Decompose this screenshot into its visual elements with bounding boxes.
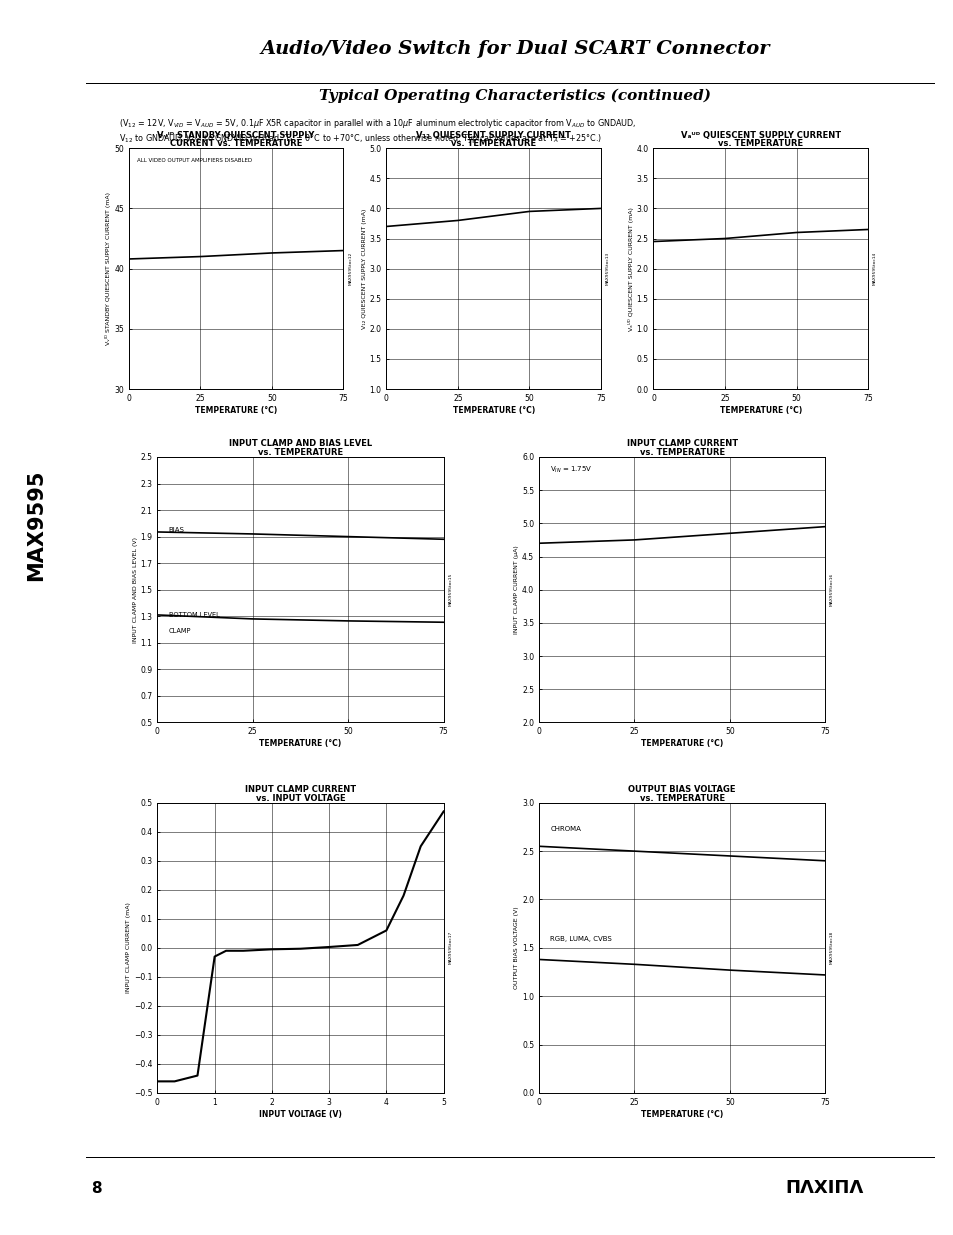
X-axis label: INPUT VOLTAGE (V): INPUT VOLTAGE (V)	[259, 1109, 341, 1119]
Text: (V$_{12}$ = 12V, V$_{VID}$ = V$_{AUD}$ = 5V, 0.1$\mu$F X5R capacitor in parallel: (V$_{12}$ = 12V, V$_{VID}$ = V$_{AUD}$ =…	[119, 117, 636, 131]
X-axis label: TEMPERATURE (°C): TEMPERATURE (°C)	[259, 739, 341, 748]
Text: MAX9595toc16: MAX9595toc16	[829, 573, 833, 606]
Text: MAX9595toc15: MAX9595toc15	[448, 573, 452, 606]
Text: 8: 8	[91, 1181, 101, 1195]
Text: Vᵥᴵᴰ STANDBY QUIESCENT SUPPLY: Vᵥᴵᴰ STANDBY QUIESCENT SUPPLY	[157, 131, 314, 140]
Text: Typical Operating Characteristics (continued): Typical Operating Characteristics (conti…	[319, 89, 710, 104]
Text: V₁₂ QUIESCENT SUPPLY CURRENT: V₁₂ QUIESCENT SUPPLY CURRENT	[416, 131, 571, 140]
Text: vs. INPUT VOLTAGE: vs. INPUT VOLTAGE	[255, 794, 345, 803]
Text: OUTPUT BIAS VOLTAGE: OUTPUT BIAS VOLTAGE	[628, 785, 735, 794]
Text: INPUT CLAMP CURRENT: INPUT CLAMP CURRENT	[245, 785, 355, 794]
Text: MAX9595toc17: MAX9595toc17	[448, 931, 452, 965]
X-axis label: TEMPERATURE (°C): TEMPERATURE (°C)	[640, 1109, 722, 1119]
Y-axis label: Vᵥᴵᴰ STANDBY QUIESCENT SUPPLY CURRENT (mA): Vᵥᴵᴰ STANDBY QUIESCENT SUPPLY CURRENT (m…	[105, 193, 112, 345]
Text: MAX9595: MAX9595	[27, 469, 46, 580]
Text: vs. TEMPERATURE: vs. TEMPERATURE	[639, 794, 724, 803]
Text: V$_{IN}$ = 1.75V: V$_{IN}$ = 1.75V	[550, 464, 592, 475]
Text: V$_{12}$ to GNDAUD, V$_{VID}$ to GNDVID no load, T$_A$ = 0°C to +70°C, unless ot: V$_{12}$ to GNDAUD, V$_{VID}$ to GNDVID …	[119, 132, 602, 146]
Text: Vₐᵁᴰ QUIESCENT SUPPLY CURRENT: Vₐᵁᴰ QUIESCENT SUPPLY CURRENT	[680, 131, 840, 140]
Text: MAX9595toc14: MAX9595toc14	[872, 252, 876, 285]
Text: RGB, LUMA, CVBS: RGB, LUMA, CVBS	[550, 936, 612, 942]
Y-axis label: INPUT CLAMP CURRENT (mA): INPUT CLAMP CURRENT (mA)	[126, 903, 132, 993]
Text: BIAS: BIAS	[169, 527, 185, 534]
X-axis label: TEMPERATURE (°C): TEMPERATURE (°C)	[640, 739, 722, 748]
Y-axis label: Vₐᵁᴰ QUIESCENT SUPPLY CURRENT (mA): Vₐᵁᴰ QUIESCENT SUPPLY CURRENT (mA)	[627, 206, 633, 331]
X-axis label: TEMPERATURE (°C): TEMPERATURE (°C)	[194, 405, 277, 415]
Text: vs. TEMPERATURE: vs. TEMPERATURE	[718, 140, 802, 148]
Text: INPUT CLAMP CURRENT: INPUT CLAMP CURRENT	[626, 440, 737, 448]
Text: vs. TEMPERATURE: vs. TEMPERATURE	[451, 140, 536, 148]
Text: MAX9595toc12: MAX9595toc12	[348, 252, 352, 285]
Text: BOTTOM LEVEL: BOTTOM LEVEL	[169, 613, 219, 619]
Text: ALL VIDEO OUTPUT AMPLIFIERS DISABLED: ALL VIDEO OUTPUT AMPLIFIERS DISABLED	[137, 158, 253, 163]
Text: vs. TEMPERATURE: vs. TEMPERATURE	[257, 448, 343, 457]
Y-axis label: INPUT CLAMP AND BIAS LEVEL (V): INPUT CLAMP AND BIAS LEVEL (V)	[132, 537, 137, 642]
Y-axis label: INPUT CLAMP CURRENT (µA): INPUT CLAMP CURRENT (µA)	[514, 546, 518, 634]
Text: vs. TEMPERATURE: vs. TEMPERATURE	[639, 448, 724, 457]
Text: Audio/Video Switch for Dual SCART Connector: Audio/Video Switch for Dual SCART Connec…	[260, 40, 769, 58]
X-axis label: TEMPERATURE (°C): TEMPERATURE (°C)	[719, 405, 801, 415]
Text: MAX9595toc13: MAX9595toc13	[605, 252, 609, 285]
Y-axis label: V₁₂ QUIESCENT SUPPLY CURRENT (mA): V₁₂ QUIESCENT SUPPLY CURRENT (mA)	[361, 209, 366, 329]
X-axis label: TEMPERATURE (°C): TEMPERATURE (°C)	[452, 405, 535, 415]
Text: CURRENT vs. TEMPERATURE: CURRENT vs. TEMPERATURE	[170, 140, 302, 148]
Text: CHROMA: CHROMA	[550, 826, 580, 832]
Text: ΠΛΧΙΠΛ: ΠΛΧΙΠΛ	[784, 1179, 862, 1197]
Text: MAX9595toc18: MAX9595toc18	[829, 931, 833, 965]
Text: CLAMP: CLAMP	[169, 629, 192, 635]
Text: INPUT CLAMP AND BIAS LEVEL: INPUT CLAMP AND BIAS LEVEL	[229, 440, 372, 448]
Y-axis label: OUTPUT BIAS VOLTAGE (V): OUTPUT BIAS VOLTAGE (V)	[514, 906, 518, 989]
